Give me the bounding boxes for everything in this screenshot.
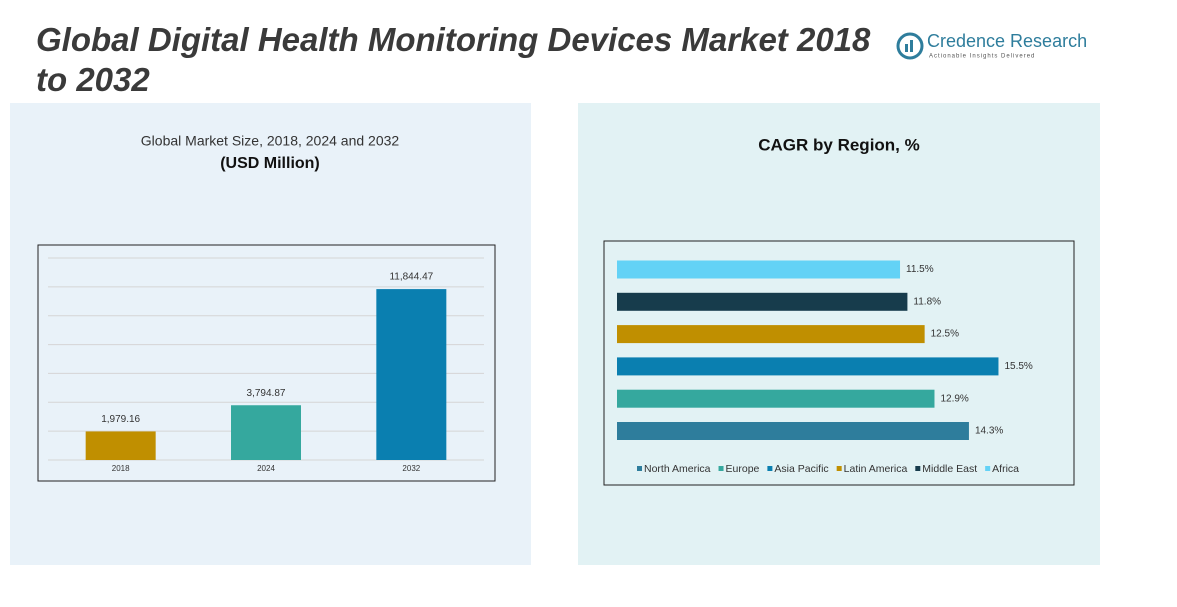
legend-label: Europe [726, 463, 760, 475]
bar [617, 325, 925, 344]
legend-label: Asia Pacific [774, 463, 828, 475]
value-label: 14.3% [975, 426, 1003, 437]
legend-swatch [637, 466, 642, 471]
value-label: 3,794.87 [247, 388, 286, 399]
bar-frame [37, 244, 496, 482]
legend-swatch [718, 466, 724, 471]
legend-swatch [767, 466, 773, 471]
value-label: 15.5% [1004, 361, 1032, 372]
hbar-frame [603, 240, 1075, 486]
x-tick-label: 2032 [402, 464, 420, 473]
logo [896, 32, 924, 60]
legend-label: Africa [992, 463, 1019, 475]
value-label: 11,844.47 [389, 272, 433, 283]
value-label: 12.9% [940, 393, 968, 404]
legend-label: Latin America [844, 463, 908, 475]
bar [231, 405, 301, 460]
bar [85, 431, 156, 460]
legend-swatch [836, 466, 842, 471]
bar [617, 422, 969, 440]
chart-subtitle: (USD Million) [220, 155, 320, 172]
legend-swatch [985, 466, 991, 471]
brand: Credence Research [927, 31, 1087, 51]
value-label: 12.5% [931, 329, 959, 340]
logo-icon [910, 40, 913, 52]
chart-title: CAGR by Region, % [758, 135, 920, 154]
chart-title: Global Market Size, 2018, 2024 and 2032 [141, 133, 400, 149]
bar [376, 289, 447, 460]
left-panel [10, 103, 531, 565]
value-label: 11.8% [913, 296, 941, 307]
legend-swatch [915, 466, 921, 471]
x-tick-label: 2024 [257, 464, 275, 473]
value-label: 1,979.16 [101, 414, 140, 425]
legend-label: Middle East [922, 463, 977, 475]
x-tick-label: 2018 [112, 464, 130, 473]
tagline: Actionable Insights Delivered [929, 54, 1035, 60]
bar [617, 357, 999, 376]
page-title: Global Digital Health Monitoring Devices… [36, 21, 871, 98]
logo-icon [905, 44, 908, 52]
bar [617, 292, 908, 311]
value-label: 11.5% [906, 264, 934, 275]
legend-label: North America [644, 463, 711, 475]
logo-icon [896, 32, 924, 60]
bar [617, 260, 901, 279]
bar [617, 389, 935, 408]
